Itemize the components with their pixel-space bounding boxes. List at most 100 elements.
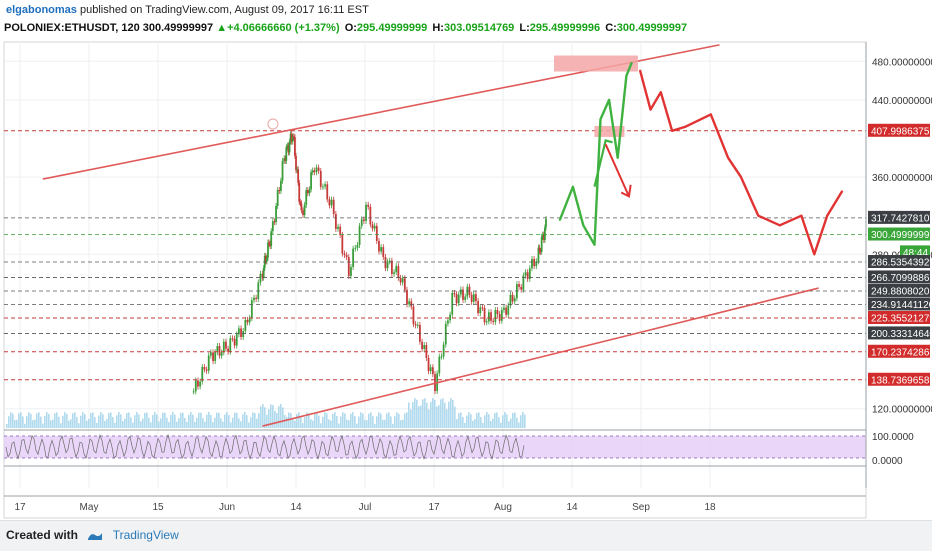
candle-body [459,289,462,295]
volume-bar [500,422,502,428]
volume-bar [400,420,402,428]
volume-bar [366,420,368,428]
candle-body [451,292,454,315]
volume-bar [378,412,380,428]
time-axis[interactable]: 17 May 15 Jun 14 Jul 17 Aug 14 Sep 18 [4,495,866,513]
volume-bar [158,421,160,428]
price-axis[interactable]: 480.00000000 440.00000000 407.99863759 360.… [865,42,932,488]
candle-body [395,266,398,273]
candle-body [524,272,527,276]
tradingview-brand[interactable]: TradingView [112,528,179,542]
volume-bar [364,419,366,428]
volume-bar [214,417,216,428]
candle-body [423,345,426,350]
candle-body [300,203,303,211]
volume-bar [82,412,84,428]
high-value: 303.09514769 [443,22,515,34]
volume-bar [156,414,158,428]
price-chart[interactable]: 17 May 15 Jun 14 Jul 17 Aug 14 Sep 18 480.00000000… [0,40,932,520]
volume-bar [466,415,468,428]
volume-bar [344,413,346,428]
volume-bar [490,421,492,428]
volume-bar [250,417,252,428]
candle-body [225,341,227,349]
volume-bar [322,416,324,428]
candle-body [255,297,258,300]
volume-bar [48,413,50,428]
volume-bar [338,423,340,428]
volume-bar [486,412,488,428]
volume-bar [122,421,124,428]
close-value: 300.49999997 [616,22,688,34]
candle-body [294,137,296,156]
created-with: Created with TradingView [6,528,179,542]
volume-bar [354,416,356,428]
candle-body [449,314,451,321]
price-label: 300.49999997 [871,230,932,241]
candle-body [378,240,380,252]
volume-bar [416,399,418,428]
volume-bar [240,421,242,428]
volume-bar [294,420,296,428]
volume-bar [228,415,230,428]
candle-body [253,297,255,301]
candle-body [541,234,544,237]
candle-body [278,190,281,192]
candle-body [306,190,309,194]
candle-body [416,324,419,326]
volume-bar [124,418,126,428]
candle-body [360,219,363,226]
projection-drawings[interactable] [558,62,844,256]
horizontal-levels [4,130,866,381]
volume-bar [202,418,204,428]
candle-body [399,277,402,283]
candle-body [531,258,533,269]
y-tick-label: 440.00000000 [872,96,932,107]
price-label: 407.99863759 [871,126,932,137]
open-value: 295.49999999 [356,22,428,34]
price-candles [192,130,547,395]
y-tick-label: 360.00000000 [872,173,932,184]
volume-bar [446,409,448,428]
volume-bar [138,414,140,428]
candle-body [397,266,400,278]
author-name[interactable]: elgabonomas [6,4,77,16]
volume-bar [334,412,336,428]
target-box [594,125,625,137]
bearish-projection [639,69,844,256]
candle-body [303,204,306,216]
candle-body [298,182,301,202]
candle-body [367,204,370,207]
candle-body [341,234,344,254]
volume-bar [178,418,180,428]
low-label: L: [519,22,530,34]
volume-bar [422,399,424,428]
volume-bar [66,413,68,428]
volume-bar [200,412,202,428]
footer: Created with TradingView [0,520,932,551]
volume-bar [478,412,480,428]
x-tick-label: Jul [359,502,372,513]
volume-bar [420,405,422,428]
up-arrow-icon: ▲ [216,22,228,34]
y-tick-label: 120.00000000 [872,405,932,416]
y-tick-label: 480.00000000 [872,57,932,68]
volume-bar [518,422,520,428]
candle-body [444,323,447,345]
candle-body [268,242,270,244]
volume-bar [398,413,400,428]
price-label-box [868,255,930,269]
candle-body [214,352,217,362]
candle-body [199,381,202,387]
volume-bar [452,400,454,428]
symbol-label[interactable]: POLONIEX:ETHUSDT, 120 [4,22,140,34]
oscillator-line [5,433,525,461]
volume-bar [90,413,92,428]
x-tick-label: Aug [494,502,512,513]
price-label-box [868,344,930,358]
volume-bar [406,412,408,428]
volume-bar [172,412,174,428]
candle-body [507,305,510,315]
volume-bar [362,413,364,428]
trend-lines[interactable] [42,44,819,427]
